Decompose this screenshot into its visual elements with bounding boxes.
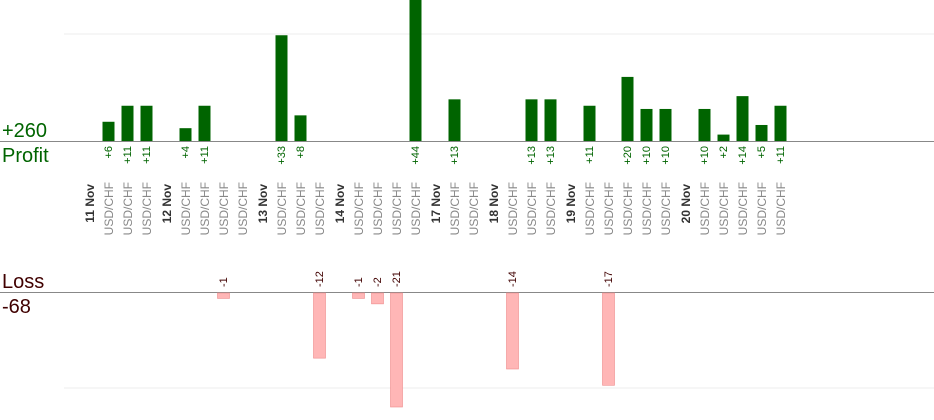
loss-label: Loss xyxy=(2,271,45,293)
loss-total: -68 xyxy=(2,296,31,318)
loss-bar xyxy=(313,292,326,359)
pair-label: USD/CHF xyxy=(602,182,616,235)
pair-label: USD/CHF xyxy=(755,182,769,235)
profit-value-label: +44 xyxy=(410,146,422,165)
pair-label: USD/CHF xyxy=(525,182,539,235)
profit-value-label: +33 xyxy=(276,146,288,165)
loss-value-label: -1 xyxy=(218,277,230,287)
profit-value-label: +10 xyxy=(699,146,711,165)
profit-value-label: +2 xyxy=(718,146,730,159)
pair-label: USD/CHF xyxy=(294,182,308,235)
loss-value-label: -17 xyxy=(603,271,615,287)
loss-value-label: -1 xyxy=(353,277,365,287)
profit-bar xyxy=(544,99,557,141)
date-label: 17 Nov xyxy=(429,184,443,224)
profit-value-label: +14 xyxy=(737,146,749,165)
profit-bar xyxy=(140,105,153,141)
loss-value-label: -2 xyxy=(372,277,384,287)
loss-value-label: -21 xyxy=(391,271,403,287)
profit-value-label: +4 xyxy=(180,146,192,159)
pair-label: USD/CHF xyxy=(736,182,750,235)
pair-label: USD/CHF xyxy=(217,182,231,235)
profit-value-label: +11 xyxy=(584,146,596,164)
profit-bar xyxy=(121,105,134,141)
loss-value-label: -12 xyxy=(314,271,326,287)
profit-bar xyxy=(659,108,672,141)
pair-label: USD/CHF xyxy=(236,182,250,235)
loss-value-label: -14 xyxy=(507,271,519,287)
profit-value-label: +13 xyxy=(545,146,557,165)
chart-marks: 11 Nov USD/CHF +6 USD/CHF +11 USD/CHF +11 12 No… xyxy=(83,0,788,408)
pair-label: USD/CHF xyxy=(467,182,481,235)
pair-label: USD/CHF xyxy=(275,182,289,235)
loss-bar xyxy=(217,292,230,299)
profit-value-label: +13 xyxy=(449,146,461,165)
pair-label: USD/CHF xyxy=(717,182,731,235)
date-label: 19 Nov xyxy=(564,184,578,224)
loss-bar xyxy=(506,292,519,370)
profit-bar xyxy=(409,0,422,141)
profit-bar xyxy=(294,115,307,141)
profit-label: Profit xyxy=(2,145,49,167)
profit-total: +260 xyxy=(2,120,48,142)
pair-label: USD/CHF xyxy=(409,182,423,235)
pair-label: USD/CHF xyxy=(371,182,385,235)
pair-label: USD/CHF xyxy=(313,182,327,235)
pair-label: USD/CHF xyxy=(659,182,673,235)
date-label: 18 Nov xyxy=(487,184,501,224)
pair-label: USD/CHF xyxy=(583,182,597,235)
profit-value-label: +11 xyxy=(775,146,787,164)
pair-label: USD/CHF xyxy=(448,182,462,235)
profit-value-label: +6 xyxy=(103,146,115,159)
profit-bar xyxy=(583,105,596,141)
profit-bar xyxy=(736,96,749,141)
profit-value-label: +5 xyxy=(756,146,768,159)
loss-bar xyxy=(371,292,384,305)
profit-value-label: +11 xyxy=(141,146,153,164)
profit-bar xyxy=(448,99,461,141)
pair-label: USD/CHF xyxy=(102,182,116,235)
profit-bar xyxy=(102,121,115,141)
pair-label: USD/CHF xyxy=(179,182,193,235)
loss-bar xyxy=(390,292,403,408)
pair-label: USD/CHF xyxy=(621,182,635,235)
date-label: 20 Nov xyxy=(679,184,693,224)
profit-value-label: +13 xyxy=(526,146,538,165)
date-label: 11 Nov xyxy=(83,184,97,223)
profit-value-label: +11 xyxy=(199,146,211,164)
profit-value-label: +8 xyxy=(295,146,307,159)
profit-value-label: +20 xyxy=(622,146,634,165)
profit-bar xyxy=(198,105,211,141)
profit-bar xyxy=(275,35,288,141)
date-label: 13 Nov xyxy=(256,184,270,224)
pair-label: USD/CHF xyxy=(140,182,154,235)
profit-bar xyxy=(525,99,538,141)
pair-label: USD/CHF xyxy=(698,182,712,235)
pair-label: USD/CHF xyxy=(544,182,558,235)
profit-bar xyxy=(717,134,730,141)
pair-label: USD/CHF xyxy=(352,182,366,235)
loss-bar xyxy=(352,292,365,299)
profit-bar xyxy=(179,128,192,141)
date-label: 12 Nov xyxy=(160,184,174,224)
profit-bar xyxy=(774,105,787,141)
profit-bar xyxy=(698,108,711,141)
pair-label: USD/CHF xyxy=(390,182,404,235)
pair-label: USD/CHF xyxy=(774,182,788,235)
profit-value-label: +11 xyxy=(122,146,134,164)
pair-label: USD/CHF xyxy=(198,182,212,235)
profit-value-label: +10 xyxy=(660,146,672,165)
date-label: 14 Nov xyxy=(333,184,347,224)
profit-bar xyxy=(755,124,768,141)
pair-label: USD/CHF xyxy=(506,182,520,235)
profit-bar xyxy=(640,108,653,141)
profit-value-label: +10 xyxy=(641,146,653,165)
pair-label: USD/CHF xyxy=(640,182,654,235)
profit-bar xyxy=(621,76,634,141)
loss-bar xyxy=(602,292,615,386)
pair-label: USD/CHF xyxy=(121,182,135,235)
